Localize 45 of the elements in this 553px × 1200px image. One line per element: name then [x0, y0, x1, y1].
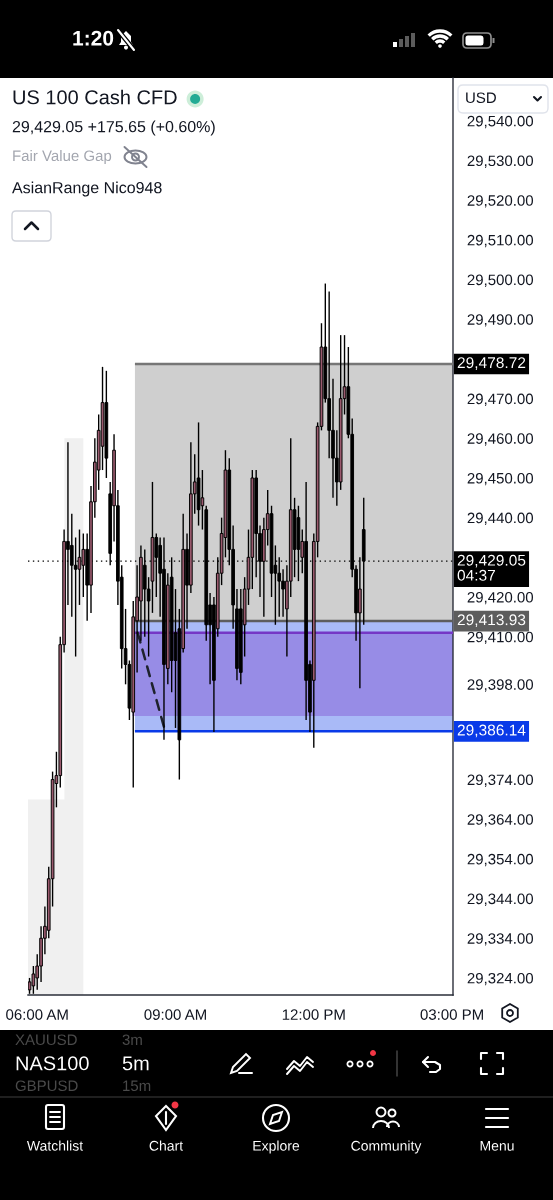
y-tick-label: 29,460.00	[467, 433, 534, 446]
y-tick-label: 29,540.00	[467, 115, 534, 129]
y-tick-label: 29,324.00	[467, 972, 534, 986]
y-tick-label: 29,470.00	[467, 393, 534, 406]
data-label: 29,478.72	[457, 357, 526, 370]
text: Community	[351, 1140, 422, 1154]
data-label: 29,413.93	[457, 614, 526, 628]
data-label: 29,386.14	[457, 724, 526, 738]
text: 29,429.05 +175.65 (+0.60%)	[12, 120, 215, 136]
y-tick-label: 29,490.00	[467, 314, 534, 327]
ref-line-label: 29,429.05 04:37	[457, 554, 526, 581]
y-tick-label: 29,344.00	[467, 893, 534, 906]
text: GBPUSD	[15, 1080, 78, 1092]
y-tick-label: 29,510.00	[467, 234, 534, 248]
y-tick-label: 29,530.00	[467, 155, 534, 168]
text: Watchlist	[26, 1140, 84, 1151]
text: Chart	[149, 1140, 184, 1151]
candlestick	[31, 965, 36, 995]
text: 15m	[123, 1080, 151, 1092]
annotation: Fair Value Gap	[13, 150, 112, 164]
y-tick-label: 29,450.00	[467, 472, 534, 486]
y-tick-label: 29,520.00	[467, 195, 534, 208]
y-tick-label: 29,420.00	[467, 591, 534, 605]
text: 5m	[122, 1056, 149, 1071]
text: 3m	[122, 1034, 142, 1046]
y-tick-label: 29,364.00	[467, 814, 534, 827]
y-tick-label: 29,500.00	[467, 274, 534, 287]
x-tick-label: 03:00 PM	[420, 1009, 483, 1020]
chart-title: US 100 Cash CFD	[13, 89, 177, 105]
text: 1:20	[73, 30, 114, 46]
y-tick-label: 29,374.00	[467, 774, 534, 787]
text: XAUUSD	[15, 1034, 77, 1046]
text: Menu	[480, 1140, 514, 1151]
text: Explore	[253, 1140, 300, 1154]
annotation: AsianRange Nico948	[12, 181, 162, 197]
y-tick-label: 29,334.00	[467, 933, 534, 946]
x-tick-label: 09:00 AM	[144, 1009, 206, 1020]
x-tick-label: 06:00 AM	[6, 1009, 68, 1020]
y-tick-label: 29,410.00	[467, 631, 534, 645]
text: NAS100	[16, 1056, 89, 1071]
y-tick-label: 29,354.00	[467, 853, 534, 867]
text: USD	[466, 92, 496, 104]
y-tick-label: 29,440.00	[467, 512, 534, 526]
x-tick-label: 12:00 PM	[282, 1009, 345, 1020]
y-tick-label: 29,398.00	[467, 679, 534, 692]
